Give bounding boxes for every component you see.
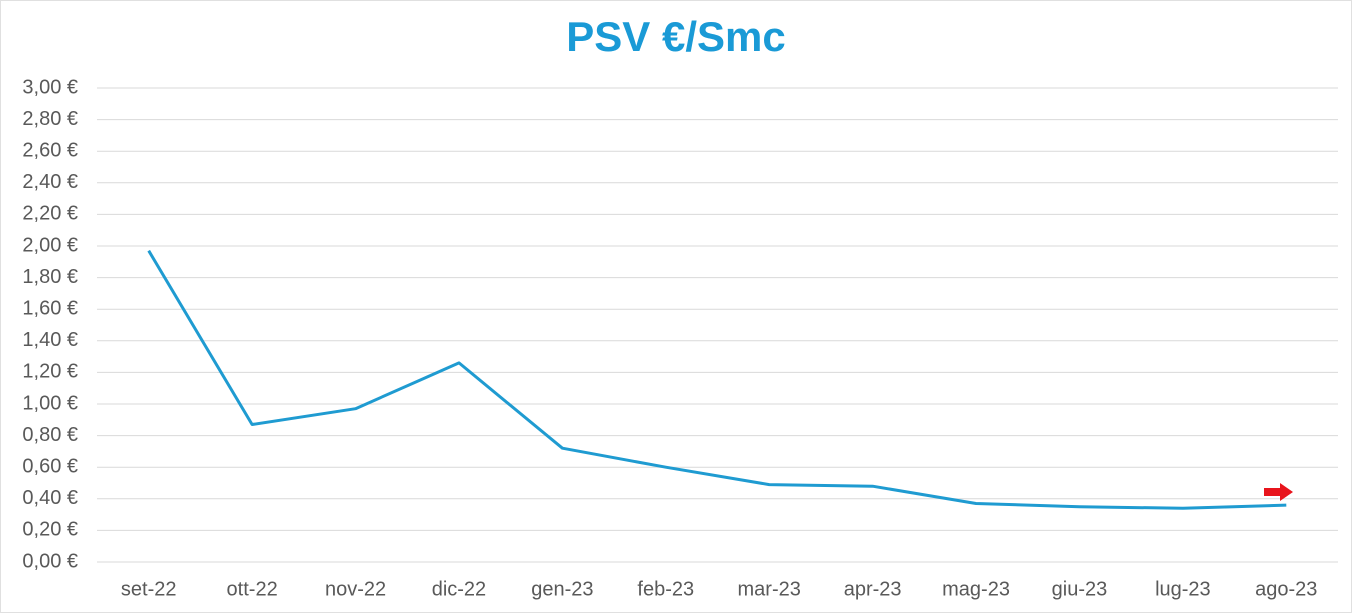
chart-title: PSV €/Smc	[566, 13, 785, 60]
x-tick-label: nov-22	[325, 578, 386, 600]
y-tick-label: 1,40 €	[22, 329, 78, 351]
y-tick-label: 3,00 €	[22, 76, 78, 98]
red-arrow	[1264, 483, 1293, 501]
x-tick-label: ott-22	[227, 578, 278, 600]
y-tick-label: 1,20 €	[22, 361, 78, 383]
x-tick-label: gen-23	[531, 578, 593, 600]
y-tick-label: 2,80 €	[22, 108, 78, 130]
x-tick-label: dic-22	[432, 578, 486, 600]
y-tick-label: 1,60 €	[22, 297, 78, 319]
y-tick-label: 1,80 €	[22, 266, 78, 288]
y-tick-label: 0,60 €	[22, 455, 78, 477]
y-tick-label: 2,00 €	[22, 234, 78, 256]
arrow-icon	[1264, 483, 1293, 501]
y-tick-label: 2,60 €	[22, 139, 78, 161]
x-tick-label: ago-23	[1255, 578, 1317, 600]
y-tick-label: 2,40 €	[22, 171, 78, 193]
x-tick-label: lug-23	[1155, 578, 1211, 600]
y-tick-label: 0,40 €	[22, 487, 78, 509]
y-tick-label: 0,20 €	[22, 519, 78, 541]
y-tick-label: 0,00 €	[22, 550, 78, 572]
y-tick-label: 0,80 €	[22, 424, 78, 446]
x-tick-label: feb-23	[637, 578, 694, 600]
data-line	[147, 249, 1287, 510]
y-tick-label: 1,00 €	[22, 392, 78, 414]
x-tick-label: set-22	[121, 578, 177, 600]
y-tick-label: 2,20 €	[22, 203, 78, 225]
x-tick-label: giu-23	[1052, 578, 1108, 600]
x-tick-label: mag-23	[942, 578, 1010, 600]
x-tick-label: apr-23	[844, 578, 902, 600]
x-tick-label: mar-23	[738, 578, 801, 600]
